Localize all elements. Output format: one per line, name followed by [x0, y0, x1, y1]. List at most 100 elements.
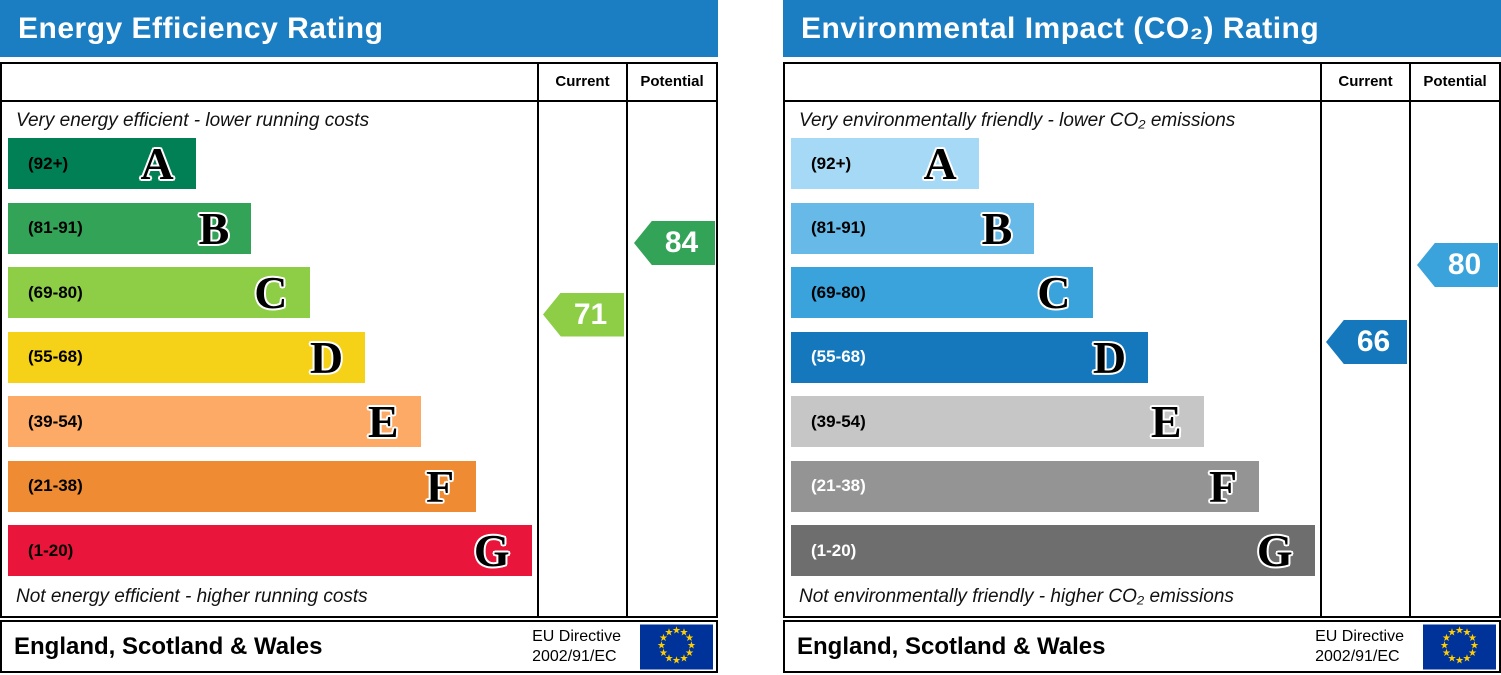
- band-g: (1-20) G: [8, 525, 532, 576]
- band-range-label: (81-91): [811, 218, 866, 237]
- band-range-label: (92+): [811, 153, 852, 173]
- star-icon: ★: [685, 633, 694, 644]
- header-row-divider: [2, 100, 716, 102]
- band-letter: A: [923, 138, 957, 189]
- header-row-divider: [785, 100, 1499, 102]
- rating-bands: (92+) A (81-91) B (69-80) C (55-68) D (39-54) E (2…: [8, 138, 537, 578]
- star-icon: ★: [1470, 640, 1479, 652]
- band-c: (69-80) C: [8, 267, 310, 318]
- band-range-label: (1-20): [811, 540, 857, 560]
- star-icon: ★: [1447, 653, 1457, 665]
- band-letter: D: [309, 331, 344, 383]
- band-e: (39-54) E: [8, 396, 421, 447]
- chart-footer: England, Scotland & Wales EU Directive 2…: [0, 620, 718, 673]
- band-letter: D: [1092, 331, 1127, 383]
- energy-chart-title: Energy Efficiency Rating: [0, 0, 718, 57]
- current-rating-arrow: 66: [1326, 320, 1407, 364]
- eu-directive-line2: 2002/91/EC: [1315, 647, 1400, 665]
- band-letter: E: [1150, 396, 1182, 447]
- band-e: (39-54) E: [791, 396, 1204, 447]
- band-range-label: (69-80): [811, 282, 866, 302]
- band-range-label: (69-80): [28, 282, 83, 302]
- band-range-label: (55-68): [28, 347, 83, 366]
- environmental-chart-title: Environmental Impact (CO₂) Rating: [783, 0, 1501, 57]
- star-icon: ★: [1447, 627, 1457, 639]
- band-range-label: (81-91): [28, 218, 83, 237]
- potential-column-header: Potential: [1423, 73, 1487, 90]
- potential-column-header: Potential: [640, 73, 704, 90]
- star-icon: ★: [664, 653, 674, 665]
- potential-column-divider: [626, 64, 628, 616]
- star-icon: ★: [687, 640, 696, 652]
- band-letter: G: [1256, 525, 1293, 576]
- energy-efficiency-panel: Energy Efficiency Rating Current Potenti…: [0, 0, 718, 675]
- band-range-label: (1-20): [28, 540, 74, 560]
- top-note: Very environmentally friendly - lower CO…: [799, 110, 1236, 131]
- star-icon: ★: [1462, 627, 1472, 639]
- eu-directive-line2: 2002/91/EC: [532, 647, 617, 665]
- eu-directive-line1: EU Directive: [1315, 627, 1404, 645]
- band-d: (55-68) D: [791, 331, 1149, 383]
- star-icon: ★: [672, 655, 681, 667]
- environmental-chart-table: Current Potential Very environmentally f…: [783, 62, 1501, 618]
- band-b: (81-91) B: [8, 202, 252, 254]
- star-icon: ★: [679, 627, 689, 639]
- eu-flag-icon: ★ ★ ★ ★ ★ ★ ★ ★ ★ ★ ★ ★: [1423, 624, 1496, 669]
- star-icon: ★: [1455, 625, 1464, 637]
- star-icon: ★: [1442, 648, 1451, 659]
- current-column-divider: [537, 64, 539, 616]
- band-letter: B: [198, 202, 230, 254]
- star-icon: ★: [679, 653, 689, 665]
- eu-directive-label: EU Directive 2002/91/EC: [532, 627, 621, 667]
- region-label: England, Scotland & Wales: [14, 632, 323, 660]
- potential-rating-arrow: 80: [1417, 243, 1498, 287]
- current-column-header: Current: [1338, 73, 1393, 90]
- star-icon: ★: [657, 640, 666, 652]
- eu-directive-label: EU Directive 2002/91/EC: [1315, 627, 1404, 667]
- potential-column-divider: [1409, 64, 1411, 616]
- region-label: England, Scotland & Wales: [797, 632, 1106, 660]
- star-icon: ★: [1442, 633, 1451, 644]
- bottom-note: Not energy efficient - higher running co…: [16, 586, 368, 607]
- current-column-divider: [1320, 64, 1322, 616]
- band-g: (1-20) G: [791, 525, 1315, 576]
- star-icon: ★: [659, 648, 668, 659]
- band-range-label: (21-38): [28, 476, 83, 495]
- band-range-label: (39-54): [28, 411, 83, 431]
- eu-flag-icon: ★ ★ ★ ★ ★ ★ ★ ★ ★ ★ ★ ★: [640, 624, 713, 669]
- band-f: (21-38) F: [8, 460, 477, 512]
- current-column-header: Current: [555, 73, 610, 90]
- star-icon: ★: [672, 625, 681, 637]
- band-letter: A: [140, 138, 174, 189]
- band-letter: B: [981, 202, 1013, 254]
- star-icon: ★: [685, 648, 694, 659]
- star-icon: ★: [659, 633, 668, 644]
- star-icon: ★: [664, 627, 674, 639]
- band-c: (69-80) C: [791, 267, 1093, 318]
- band-range-label: (21-38): [811, 476, 866, 495]
- band-letter: E: [367, 396, 399, 447]
- band-letter: F: [426, 460, 455, 512]
- band-range-label: (55-68): [811, 347, 866, 366]
- band-b: (81-91) B: [791, 202, 1035, 254]
- top-note: Very energy efficient - lower running co…: [16, 110, 370, 131]
- star-icon: ★: [1468, 648, 1477, 659]
- band-letter: G: [473, 525, 510, 576]
- band-letter: C: [254, 267, 288, 318]
- current-rating-arrow: 71: [543, 292, 624, 337]
- band-a: (92+) A: [8, 138, 196, 189]
- rating-bands: (92+) A (81-91) B (69-80) C (55-68) D (39-54) E (2…: [791, 138, 1320, 578]
- eu-directive-line1: EU Directive: [532, 627, 621, 645]
- band-letter: C: [1037, 267, 1071, 318]
- star-icon: ★: [1462, 653, 1472, 665]
- star-icon: ★: [1468, 633, 1477, 644]
- star-icon: ★: [1440, 640, 1449, 652]
- chart-footer: England, Scotland & Wales EU Directive 2…: [783, 620, 1501, 673]
- bottom-note: Not environmentally friendly - higher CO…: [799, 586, 1234, 607]
- band-range-label: (39-54): [811, 411, 866, 431]
- energy-chart-table: Current Potential Very energy efficient …: [0, 62, 718, 618]
- band-a: (92+) A: [791, 138, 979, 189]
- band-range-label: (92+): [28, 153, 69, 173]
- band-letter: F: [1209, 460, 1238, 512]
- band-f: (21-38) F: [791, 460, 1260, 512]
